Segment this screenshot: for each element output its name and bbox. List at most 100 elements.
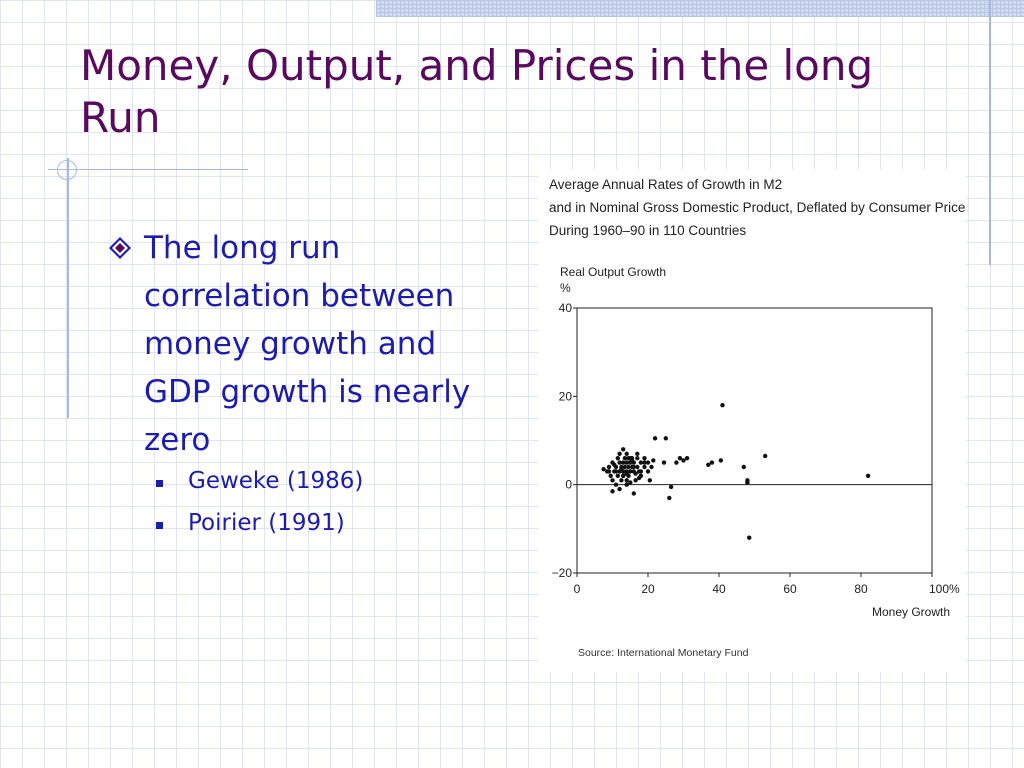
data-point	[668, 484, 674, 490]
square-bullet-icon	[156, 522, 163, 529]
subbullet-poirier: Poirier (1991)	[156, 510, 345, 536]
x-tick-label: 100%	[929, 582, 960, 596]
plot-frame	[576, 307, 933, 574]
y-tick-label: 0	[565, 478, 572, 492]
data-point	[635, 451, 640, 456]
chart-title-line: During 1960–90 in 110 Countries	[549, 223, 746, 238]
data-point	[635, 464, 640, 470]
data-point	[638, 469, 644, 474]
data-point	[624, 482, 629, 487]
data-point	[649, 464, 654, 470]
data-point	[613, 469, 619, 474]
y-tick-label: −20	[552, 566, 573, 580]
data-point	[628, 480, 633, 485]
data-point	[613, 482, 619, 487]
data-point	[610, 478, 615, 483]
data-point	[652, 436, 658, 441]
data-point	[631, 464, 636, 470]
chart-title-line: Average Annual Rates of Growth in M2	[549, 177, 782, 192]
decorative-left-line	[67, 158, 69, 418]
data-point	[642, 456, 647, 461]
subbullet-text: Poirier (1991)	[188, 510, 345, 536]
decorative-horizontal-line	[48, 169, 248, 170]
chart-panel	[538, 170, 966, 672]
x-tick-label: 80	[854, 582, 868, 596]
y-tick-label: 40	[559, 301, 573, 315]
data-point	[612, 462, 617, 467]
data-point	[709, 460, 715, 465]
data-point	[624, 451, 629, 456]
slide-title: Money, Output, and Prices in the long Ru…	[80, 41, 874, 142]
data-point	[622, 464, 628, 470]
main-bullet-text: The long run correlation between money g…	[144, 230, 471, 458]
data-point	[645, 469, 651, 474]
data-point	[663, 436, 668, 441]
x-tick-label: 60	[783, 582, 797, 596]
data-point	[610, 489, 615, 494]
data-point	[681, 458, 686, 463]
chart-source: Source: International Monetary Fund	[578, 647, 749, 659]
data-point	[636, 475, 642, 481]
data-point	[606, 469, 612, 474]
data-point	[865, 473, 871, 478]
data-point	[642, 464, 647, 470]
x-tick-label: 40	[712, 582, 726, 596]
data-point	[621, 473, 626, 478]
y-axis-label: Real Output Growth	[560, 265, 666, 279]
data-point	[647, 478, 652, 483]
data-point	[617, 486, 622, 492]
data-point	[651, 458, 656, 463]
x-axis-label: Money Growth	[872, 605, 950, 619]
data-point	[720, 403, 725, 408]
data-point	[621, 447, 626, 452]
data-point	[615, 456, 620, 461]
data-point	[677, 456, 683, 461]
data-point	[628, 469, 633, 474]
data-point	[631, 491, 636, 496]
decorative-circle	[57, 160, 77, 180]
chart-title-line: and in Nominal Gross Domestic Product, D…	[549, 200, 966, 215]
x-tick-label: 20	[641, 582, 655, 596]
diamond-bullet-icon	[109, 237, 131, 259]
subbullet-text: Geweke (1986)	[188, 468, 364, 494]
data-point	[619, 467, 624, 472]
data-point	[763, 453, 768, 459]
y-tick-label: 20	[559, 389, 573, 403]
data-point	[615, 473, 620, 478]
data-point	[633, 478, 638, 483]
data-point	[645, 460, 651, 465]
square-bullet-icon	[156, 480, 163, 487]
data-point	[626, 464, 631, 470]
data-point	[619, 478, 624, 483]
data-point	[741, 464, 746, 470]
decorative-top-band	[376, 0, 1024, 17]
data-point	[606, 464, 612, 470]
data-point	[745, 480, 750, 485]
data-point	[633, 471, 638, 476]
data-point	[706, 462, 711, 467]
data-point	[624, 478, 629, 483]
x-tick-label: 0	[574, 582, 581, 596]
data-point	[684, 456, 690, 461]
data-point	[638, 460, 644, 465]
data-point	[601, 467, 606, 472]
data-point	[718, 458, 723, 463]
data-point	[747, 535, 752, 540]
scatter-chart: Average Annual Rates of Growth in M2 and …	[549, 177, 966, 659]
data-point	[624, 471, 629, 476]
data-point	[617, 460, 622, 465]
data-point	[624, 460, 629, 465]
data-point	[635, 456, 640, 461]
data-point	[629, 458, 635, 463]
data-point	[608, 473, 613, 478]
data-point	[642, 460, 647, 465]
subbullet-geweke: Geweke (1986)	[156, 468, 363, 494]
decorative-vertical-line	[989, 0, 991, 265]
data-point	[622, 456, 628, 461]
data-point	[667, 495, 672, 501]
main-bullet: The long run correlation between money g…	[108, 224, 503, 464]
data-point	[661, 460, 667, 465]
data-point	[617, 451, 622, 456]
y-axis-unit: %	[560, 281, 571, 295]
data-point	[674, 460, 679, 465]
